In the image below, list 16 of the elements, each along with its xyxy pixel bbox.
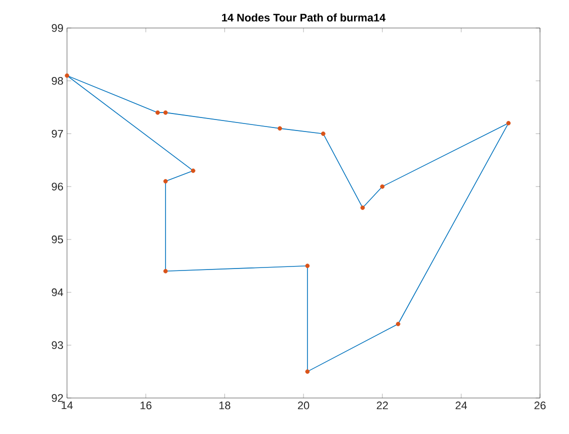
y-tick-label: 92 bbox=[52, 394, 63, 402]
chart-title: 14 Nodes Tour Path of burma14 bbox=[222, 13, 386, 22]
x-tick-label: 26 bbox=[534, 402, 546, 410]
x-tick-label: 16 bbox=[140, 402, 152, 410]
x-tick-label: 14 bbox=[62, 402, 73, 410]
y-tick-label: 98 bbox=[52, 76, 63, 85]
y-tick-label: 95 bbox=[52, 236, 64, 244]
x-tick-label: 24 bbox=[456, 402, 467, 410]
y-tick-label: 99 bbox=[52, 24, 63, 32]
x-tick-label: 18 bbox=[219, 402, 230, 410]
y-tick-label: 97 bbox=[52, 130, 63, 138]
y-tick-label: 94 bbox=[52, 288, 64, 296]
y-tick-label: 93 bbox=[52, 341, 63, 350]
x-tick-label: 22 bbox=[376, 402, 388, 410]
y-tick-label: 96 bbox=[52, 182, 63, 190]
x-tick-label: 20 bbox=[298, 402, 310, 410]
